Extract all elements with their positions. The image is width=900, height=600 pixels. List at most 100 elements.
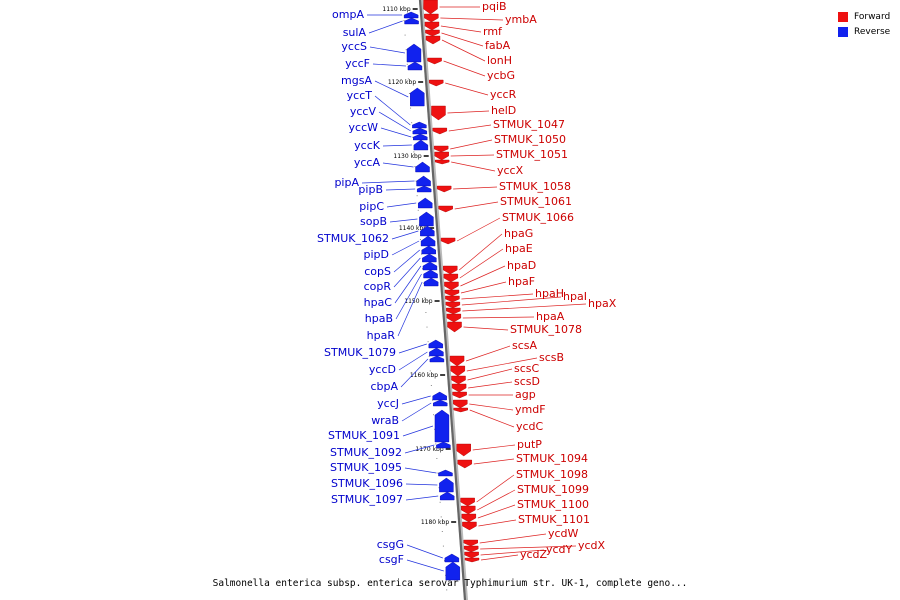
- reverse-gene-label[interactable]: pipD: [364, 248, 390, 261]
- forward-gene-arrow[interactable]: [434, 159, 450, 165]
- forward-gene-arrow[interactable]: [436, 185, 452, 193]
- reverse-gene-arrow[interactable]: [407, 61, 423, 71]
- reverse-gene-arrow[interactable]: [445, 561, 461, 581]
- reverse-gene-label[interactable]: pipA: [334, 176, 359, 189]
- reverse-gene-label[interactable]: sopB: [360, 215, 387, 228]
- reverse-gene-label[interactable]: STMUK_1062: [317, 232, 389, 245]
- reverse-gene-label[interactable]: sulA: [343, 26, 367, 39]
- forward-gene-arrow[interactable]: [457, 459, 472, 469]
- reverse-gene-arrow[interactable]: [436, 441, 451, 449]
- forward-gene-label[interactable]: lonH: [487, 54, 512, 67]
- reverse-gene-label[interactable]: csgG: [377, 538, 404, 551]
- reverse-gene-label[interactable]: ompA: [332, 8, 364, 21]
- forward-gene-arrow[interactable]: [460, 497, 475, 507]
- reverse-gene-arrow[interactable]: [428, 339, 443, 349]
- forward-gene-label[interactable]: ycdY: [546, 543, 573, 556]
- reverse-gene-label[interactable]: hpaR: [367, 329, 396, 342]
- reverse-gene-label[interactable]: STMUK_1079: [324, 346, 396, 359]
- forward-gene-label[interactable]: ycdC: [516, 420, 544, 433]
- reverse-gene-arrow[interactable]: [418, 197, 433, 209]
- forward-gene-arrow[interactable]: [461, 513, 477, 523]
- forward-gene-arrow[interactable]: [434, 151, 449, 161]
- reverse-gene-label[interactable]: hpaC: [364, 296, 393, 309]
- reverse-gene-label[interactable]: STMUK_1095: [330, 461, 402, 474]
- forward-gene-arrow[interactable]: [425, 35, 441, 45]
- forward-gene-arrow[interactable]: [444, 281, 459, 291]
- forward-gene-label[interactable]: STMUK_1099: [517, 483, 589, 496]
- reverse-gene-arrow[interactable]: [423, 277, 439, 287]
- reverse-gene-label[interactable]: pipB: [358, 183, 383, 196]
- forward-gene-label[interactable]: STMUK_1051: [496, 148, 568, 161]
- reverse-gene-label[interactable]: yccK: [354, 139, 381, 152]
- forward-gene-label[interactable]: ycdW: [548, 527, 579, 540]
- reverse-gene-arrow[interactable]: [429, 347, 444, 357]
- reverse-gene-arrow[interactable]: [420, 235, 436, 247]
- reverse-gene-arrow[interactable]: [410, 87, 425, 107]
- forward-gene-label[interactable]: scsA: [512, 339, 538, 352]
- reverse-gene-arrow[interactable]: [434, 409, 450, 443]
- forward-gene-arrow[interactable]: [463, 545, 479, 553]
- forward-gene-arrow[interactable]: [463, 539, 478, 547]
- forward-gene-arrow[interactable]: [453, 399, 468, 409]
- forward-gene-label[interactable]: STMUK_1061: [500, 195, 572, 208]
- forward-gene-arrow[interactable]: [451, 375, 466, 385]
- forward-gene-arrow[interactable]: [424, 13, 439, 23]
- reverse-gene-label[interactable]: yccF: [345, 57, 370, 70]
- forward-gene-label[interactable]: hpaD: [507, 259, 536, 272]
- reverse-gene-arrow[interactable]: [412, 121, 427, 129]
- reverse-gene-arrow[interactable]: [420, 225, 435, 237]
- reverse-gene-arrow[interactable]: [419, 211, 434, 227]
- reverse-gene-label[interactable]: csgF: [379, 553, 404, 566]
- forward-gene-label[interactable]: helD: [491, 104, 516, 117]
- reverse-gene-label[interactable]: copS: [364, 265, 391, 278]
- forward-gene-arrow[interactable]: [446, 307, 461, 315]
- forward-gene-label[interactable]: yccR: [490, 88, 517, 101]
- forward-gene-label[interactable]: hpaA: [536, 310, 565, 323]
- reverse-gene-arrow[interactable]: [421, 245, 436, 255]
- forward-gene-label[interactable]: STMUK_1066: [502, 211, 574, 224]
- reverse-gene-arrow[interactable]: [422, 261, 438, 271]
- reverse-gene-arrow[interactable]: [404, 17, 419, 25]
- forward-gene-label[interactable]: ycdZ: [520, 548, 548, 561]
- reverse-gene-arrow[interactable]: [438, 469, 453, 477]
- reverse-gene-arrow[interactable]: [412, 127, 428, 135]
- forward-gene-arrow[interactable]: [433, 145, 449, 153]
- forward-gene-arrow[interactable]: [438, 205, 453, 213]
- forward-gene-arrow[interactable]: [423, 0, 438, 15]
- reverse-gene-label[interactable]: yccA: [354, 156, 381, 169]
- forward-gene-label[interactable]: ycbG: [487, 69, 515, 82]
- reverse-gene-arrow[interactable]: [439, 477, 454, 493]
- reverse-gene-arrow[interactable]: [440, 491, 455, 501]
- forward-gene-label[interactable]: STMUK_1047: [493, 118, 565, 131]
- forward-gene-label[interactable]: STMUK_1094: [516, 452, 588, 465]
- reverse-gene-label[interactable]: STMUK_1096: [331, 477, 403, 490]
- reverse-gene-label[interactable]: yccW: [349, 121, 379, 134]
- forward-gene-label[interactable]: pqiB: [482, 0, 507, 13]
- reverse-gene-label[interactable]: yccT: [347, 89, 373, 102]
- forward-gene-arrow[interactable]: [443, 265, 458, 275]
- reverse-gene-label[interactable]: copR: [364, 280, 392, 293]
- forward-gene-arrow[interactable]: [453, 407, 468, 413]
- forward-gene-arrow[interactable]: [431, 105, 446, 121]
- reverse-gene-arrow[interactable]: [416, 175, 431, 187]
- reverse-gene-arrow[interactable]: [429, 355, 445, 363]
- reverse-gene-label[interactable]: pipC: [359, 200, 384, 213]
- forward-gene-label[interactable]: scsD: [514, 375, 540, 388]
- forward-gene-label[interactable]: STMUK_1098: [516, 468, 588, 481]
- forward-gene-arrow[interactable]: [425, 29, 440, 37]
- reverse-gene-arrow[interactable]: [413, 133, 428, 141]
- reverse-gene-label[interactable]: yccS: [341, 40, 367, 53]
- forward-gene-arrow[interactable]: [462, 521, 477, 531]
- forward-gene-arrow[interactable]: [446, 313, 462, 323]
- forward-gene-label[interactable]: hpaE: [505, 242, 533, 255]
- reverse-gene-label[interactable]: yccD: [369, 363, 396, 376]
- reverse-gene-label[interactable]: yccJ: [377, 397, 399, 410]
- forward-gene-label[interactable]: STMUK_1078: [510, 323, 582, 336]
- reverse-gene-arrow[interactable]: [413, 139, 429, 151]
- forward-gene-arrow[interactable]: [432, 127, 448, 135]
- forward-gene-label[interactable]: STMUK_1058: [499, 180, 571, 193]
- forward-gene-arrow[interactable]: [440, 237, 456, 245]
- forward-gene-label[interactable]: ymbA: [505, 13, 537, 26]
- forward-gene-arrow[interactable]: [444, 289, 460, 297]
- forward-gene-label[interactable]: ycdX: [578, 539, 606, 552]
